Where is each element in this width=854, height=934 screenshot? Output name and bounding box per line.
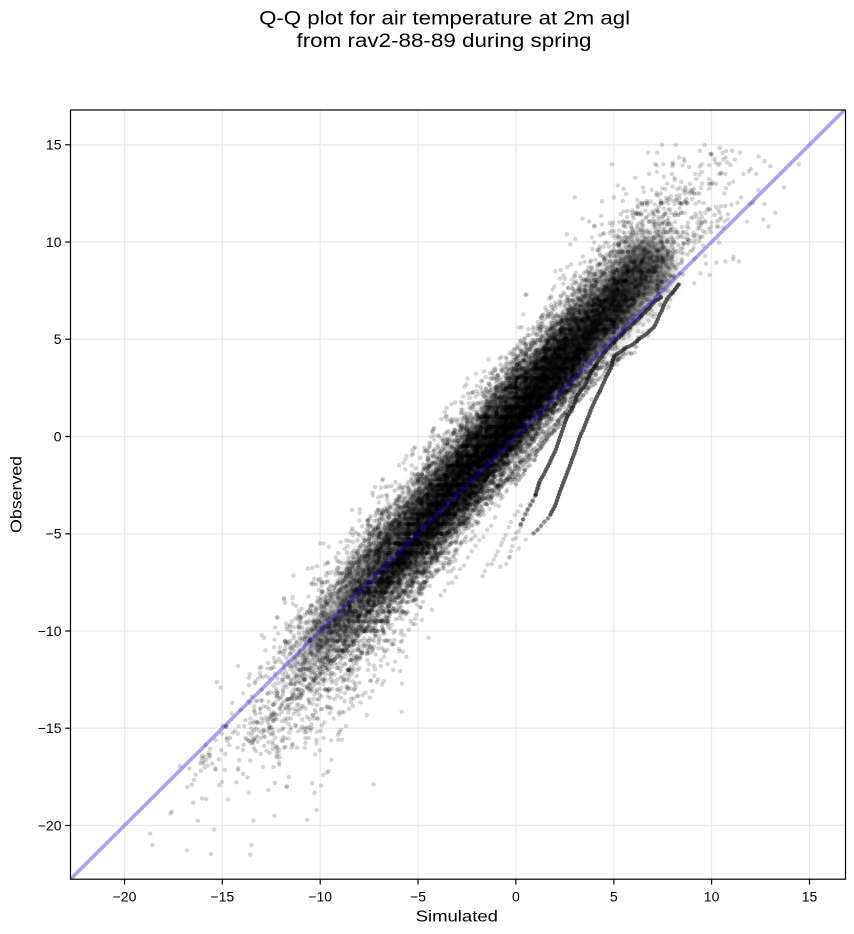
svg-text:15: 15 xyxy=(46,137,62,153)
svg-text:−5: −5 xyxy=(46,526,62,542)
svg-text:10: 10 xyxy=(704,889,720,905)
svg-text:−15: −15 xyxy=(210,889,234,905)
svg-text:5: 5 xyxy=(610,889,618,905)
svg-text:−5: −5 xyxy=(410,889,426,905)
svg-text:−10: −10 xyxy=(308,889,332,905)
svg-text:Simulated: Simulated xyxy=(416,909,498,926)
svg-text:Q-Q plot for air temperature a: Q-Q plot for air temperature at 2m agl xyxy=(259,8,630,29)
svg-text:−10: −10 xyxy=(38,623,62,639)
svg-text:Observed: Observed xyxy=(8,456,25,533)
svg-text:10: 10 xyxy=(46,234,62,250)
svg-text:−20: −20 xyxy=(38,817,62,833)
svg-text:0: 0 xyxy=(54,428,62,444)
svg-text:0: 0 xyxy=(512,889,520,905)
svg-text:−15: −15 xyxy=(38,720,62,736)
svg-text:5: 5 xyxy=(54,331,62,347)
svg-text:15: 15 xyxy=(802,889,818,905)
svg-text:from rav2-88-89 during spring: from rav2-88-89 during spring xyxy=(297,31,592,52)
svg-text:−20: −20 xyxy=(113,889,137,905)
